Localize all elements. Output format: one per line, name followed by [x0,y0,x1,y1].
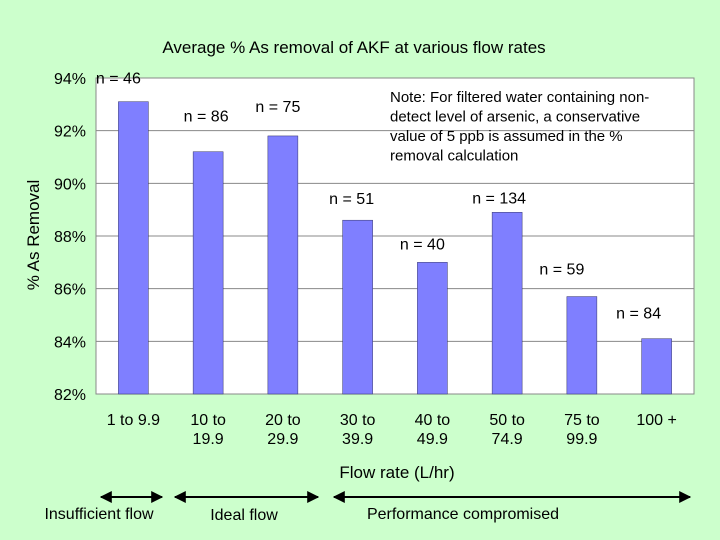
x-tick-label: 75 to [564,412,600,429]
bar [641,338,672,395]
y-tick-label: 86% [54,282,86,299]
data-label: n = 40 [400,236,445,253]
data-label: n = 59 [539,262,584,279]
x-tick-label: 19.9 [193,431,224,448]
annotation-line: removal calculation [390,148,518,165]
bar [192,151,224,395]
flow-region-label: Ideal flow [210,507,278,524]
data-label: n = 134 [472,190,526,207]
bar [566,296,598,395]
data-label: n = 86 [184,109,229,126]
y-axis-label: % As Removal [24,180,43,291]
x-tick-label: 29.9 [267,431,298,448]
x-tick-label: 74.9 [492,431,523,448]
y-tick-labels: 82% 84% 86% 88% 90% 92% 94% [54,71,86,404]
y-tick-label: 84% [54,334,86,351]
annotation-line: detect level of arsenic, a conservative [390,109,640,126]
x-tick-label: 50 to [489,412,525,429]
data-label: n = 51 [329,191,374,208]
annotation-line: value of 5 ppb is assumed in the % [390,128,623,145]
x-tick-label: 1 to 9.9 [107,412,160,429]
data-label: n = 84 [616,306,661,323]
y-tick-label: 82% [54,387,86,404]
bar [342,219,373,395]
bars [118,101,672,395]
x-tick-label: 40 to [415,412,451,429]
chart-title: Average % As removal of AKF at various f… [162,38,545,57]
y-tick-label: 88% [54,229,86,246]
bar [267,135,299,395]
y-tick-label: 92% [54,124,86,141]
x-tick-label: 39.9 [342,431,373,448]
annotation-note: Note: For filtered water containing non-… [390,89,649,165]
bar [417,262,448,395]
data-label: n = 75 [255,99,300,116]
y-tick-label: 94% [54,71,86,88]
data-labels: n = 46 n = 86 n = 75 n = 51 n = 40 n = 134 n =… [96,71,661,323]
y-tick-label: 90% [54,176,86,193]
flow-region-label: Insufficient flow [44,506,154,523]
flow-region-arrows: Insufficient flow Ideal flow Performance c… [44,491,692,524]
bar [118,101,149,395]
x-tick-labels: 1 to 9.9 10 to 19.9 20 to 29.9 30 to 39.9 40 to… [107,412,677,448]
x-tick-label: 30 to [340,412,376,429]
data-label: n = 46 [96,71,141,88]
x-tick-label: 100 + [636,412,676,429]
annotation-line: Note: For filtered water containing non- [390,89,649,106]
flow-region-label: Performance compromised [367,506,559,523]
x-tick-label: 10 to [190,412,226,429]
x-tick-label: 20 to [265,412,301,429]
bar [491,212,523,395]
x-tick-label: 49.9 [417,431,448,448]
x-tick-label: 99.9 [566,431,597,448]
x-axis-label: Flow rate (L/hr) [339,463,454,482]
